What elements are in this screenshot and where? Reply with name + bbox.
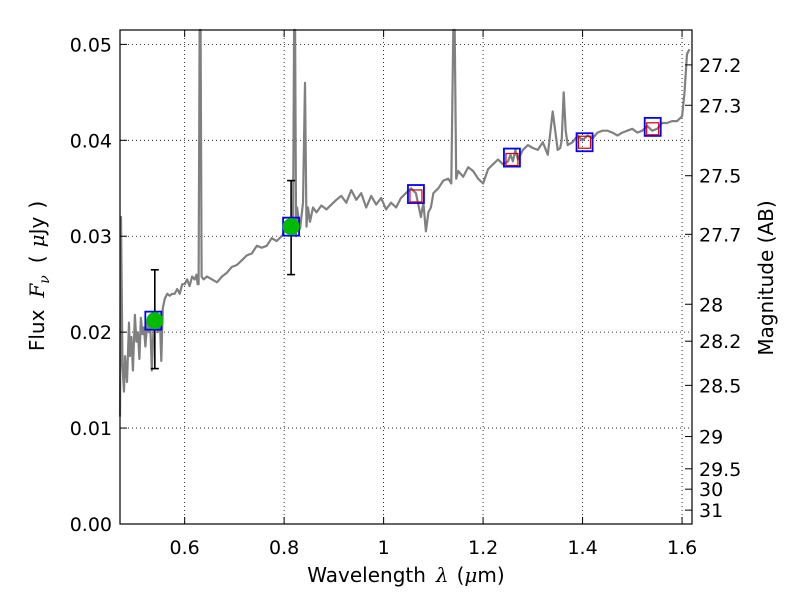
model-photometry-box (575, 132, 594, 153)
magnitude-tick-label: 28.2 (699, 331, 741, 353)
nir-measurement-square (505, 152, 519, 167)
magnitude-tick-label: 31 (699, 500, 723, 522)
y-axis-title-unit-close: ) (25, 201, 49, 209)
y-axis-title-subscript: ν (37, 275, 53, 284)
y-axis-title-unit-mu: μ (25, 234, 49, 247)
x-axis-title-prefix: Wavelength (307, 563, 426, 587)
y-tick-label: 0.05 (70, 34, 112, 56)
x-tick-labels: 0.6 0.8 1 1.2 1.4 1.6 (170, 537, 698, 559)
magnitude-tick-label: 27.7 (699, 224, 741, 246)
y-tick-label: 0.01 (70, 418, 112, 440)
marker-layer (144, 116, 662, 331)
y-tick-label: 0.04 (70, 130, 112, 152)
nir-measurement-square (577, 135, 592, 149)
magnitude-tick-label: 30 (699, 479, 723, 501)
x-tick-label: 1 (378, 537, 390, 559)
magnitude-tick-label: 27.5 (699, 166, 741, 188)
plot-frame (119, 29, 693, 525)
x-tick-label: 1.6 (667, 537, 697, 559)
magnitude-tick-label: 27.2 (699, 55, 741, 77)
y-axis-title-prefix: Flux (25, 309, 49, 351)
x-axis-title: Wavelength λ (μm) (307, 563, 504, 587)
x-tick-label: 0.6 (170, 537, 200, 559)
y-axis-title-unit-open: ( (25, 255, 49, 263)
y-axis-title-unit-rest: Jy (25, 216, 49, 236)
magnitude-tick-label: 29 (699, 427, 723, 449)
model-photometry-box (643, 116, 662, 137)
magnitude-tick-label: 29.5 (699, 459, 741, 481)
y-tick-label: 0.03 (70, 226, 112, 248)
x-tick-label: 1.4 (567, 537, 597, 559)
magnitude-axis-title: Magnitude (AB) (754, 200, 778, 355)
x-axis-title-unit-mu: μ (464, 563, 477, 587)
x-axis-title-unit-rest: m) (477, 563, 504, 587)
y-tick-labels: 0.00 0.01 0.02 0.03 0.04 0.05 (70, 34, 112, 536)
y-tick-label: 0.00 (70, 514, 112, 536)
y-axis-title: Flux Fν ( μJy) (25, 201, 53, 351)
x-tick-label: 1.2 (468, 537, 498, 559)
y-tick-label: 0.02 (70, 322, 112, 344)
magnitude-tick-label: 27.3 (699, 95, 741, 117)
model-photometry-box (407, 184, 425, 204)
spectrum-line (118, 28, 691, 417)
nir-measurement-square (646, 122, 660, 136)
y-axis-title-symbol: F (25, 283, 49, 299)
magnitude-tick-label: 28.5 (699, 375, 741, 397)
spectrum-layer (118, 28, 691, 417)
x-axis-title-unit-open: ( (457, 563, 465, 587)
photometry-point (282, 218, 300, 236)
x-tick-label: 0.8 (269, 537, 299, 559)
model-photometry-box (503, 147, 521, 168)
magnitude-tick-label: 28 (699, 294, 723, 316)
grid-lines (120, 30, 692, 524)
photometry-point (146, 312, 164, 330)
axis-ticks (120, 30, 692, 525)
x-axis-title-symbol: λ (435, 563, 449, 587)
nir-measurement-square (409, 189, 423, 203)
